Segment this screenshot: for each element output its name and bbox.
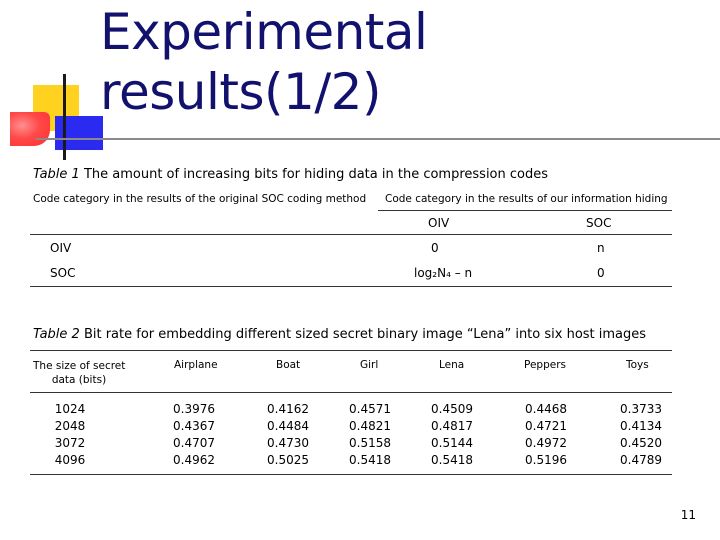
table2-cell: 0.4134 <box>620 419 662 433</box>
logo-red-square <box>10 112 50 146</box>
page-number: 11 <box>680 508 696 522</box>
table2-column-sizes: 1024 2048 3072 4096 <box>50 401 90 469</box>
table2-cell: 0.4162 <box>267 402 309 416</box>
table1-header-rule <box>378 210 672 211</box>
table2-header-boat: Boat <box>276 359 301 371</box>
table2-caption-text: Bit rate for embedding different sized s… <box>83 327 647 342</box>
table2-column-airplane: 0.3976 0.4367 0.4707 0.4962 <box>170 401 218 469</box>
table2-cell: 0.4730 <box>267 436 309 450</box>
table2-cell: 0.4972 <box>525 436 567 450</box>
table2-column-lena: 0.4509 0.4817 0.5144 0.5418 <box>428 401 476 469</box>
table1-label: Table 1 <box>33 167 80 182</box>
table2-cell: 0.5144 <box>431 436 473 450</box>
table2-header-size-line1: The size of secret <box>33 360 126 372</box>
table1-cell-oiv-oiv: 0 <box>431 241 439 255</box>
slide-title-line-2: results(1/2) <box>100 63 382 121</box>
table2-cell: 0.4821 <box>349 419 391 433</box>
table2-cell: 0.4707 <box>173 436 215 450</box>
table1-cell-soc-soc: 0 <box>597 266 605 280</box>
table2-cell: 0.4468 <box>525 402 567 416</box>
table1-row-label-oiv: OIV <box>50 241 72 255</box>
title-underline <box>36 138 720 140</box>
table2-header-size: The size of secret data (bits) <box>33 359 125 387</box>
table1-row-label-soc: SOC <box>50 266 76 280</box>
table2-cell: 0.4520 <box>620 436 662 450</box>
table1-cell-soc-oiv: log₂N₄ – n <box>414 266 473 280</box>
table2-cell: 0.4509 <box>431 402 473 416</box>
table2-column-boat: 0.4162 0.4484 0.4730 0.5025 <box>264 401 312 469</box>
table1-header-left: Code category in the results of the orig… <box>33 193 367 205</box>
table2-top-rule <box>30 350 672 351</box>
table2-cell: 0.5196 <box>525 453 567 467</box>
table2-cell: 0.5418 <box>349 453 391 467</box>
table2-cell: 0.3976 <box>173 402 215 416</box>
table1-subheader-oiv: OIV <box>428 216 450 230</box>
table2-cell: 0.4962 <box>173 453 215 467</box>
table2-header-girl: Girl <box>360 359 379 371</box>
table2-header-peppers: Peppers <box>524 359 566 371</box>
logo-vertical-line <box>63 74 66 160</box>
table2-size-3072: 3072 <box>54 436 86 450</box>
table2-header-airplane: Airplane <box>174 359 218 371</box>
table2-column-toys: 0.3733 0.4134 0.4520 0.4789 <box>617 401 665 469</box>
table1-caption-text: The amount of increasing bits for hiding… <box>83 167 549 182</box>
table2-cell: 0.4367 <box>173 419 215 433</box>
table2-header-size-line2: data (bits) <box>51 374 107 386</box>
table2-cell: 0.4817 <box>431 419 473 433</box>
table1-header-right: Code category in the results of our info… <box>385 193 668 205</box>
table2-caption: Table 2 Bit rate for embedding different… <box>33 327 646 342</box>
table1-cell-oiv-soc: n <box>597 241 605 255</box>
table2-column-peppers: 0.4468 0.4721 0.4972 0.5196 <box>522 401 570 469</box>
table2-header-lena: Lena <box>439 359 465 371</box>
table1-caption: Table 1 The amount of increasing bits fo… <box>33 167 548 182</box>
table2-cell: 0.5025 <box>267 453 309 467</box>
table2-size-4096: 4096 <box>54 453 86 467</box>
table2-cell: 0.4571 <box>349 402 391 416</box>
table2-cell: 0.4721 <box>525 419 567 433</box>
table2-cell: 0.5158 <box>349 436 391 450</box>
table1-subheader-soc: SOC <box>586 216 612 230</box>
table2-size-2048: 2048 <box>54 419 86 433</box>
table2-cell: 0.4484 <box>267 419 309 433</box>
table1-body-rule <box>30 234 672 235</box>
table1-bottom-rule <box>30 286 672 287</box>
table2-column-girl: 0.4571 0.4821 0.5158 0.5418 <box>346 401 394 469</box>
table2-header-rule <box>30 392 672 393</box>
slide-title-line-1: Experimental <box>100 3 428 61</box>
table2-size-1024: 1024 <box>54 402 86 416</box>
table2-bottom-rule <box>30 474 672 475</box>
table2-cell: 0.3733 <box>620 402 662 416</box>
table2-header-toys: Toys <box>626 359 649 371</box>
slide-title: Experimental results(1/2) <box>100 2 700 122</box>
table2-cell: 0.5418 <box>431 453 473 467</box>
table2-label: Table 2 <box>33 327 80 342</box>
table2-cell: 0.4789 <box>620 453 662 467</box>
